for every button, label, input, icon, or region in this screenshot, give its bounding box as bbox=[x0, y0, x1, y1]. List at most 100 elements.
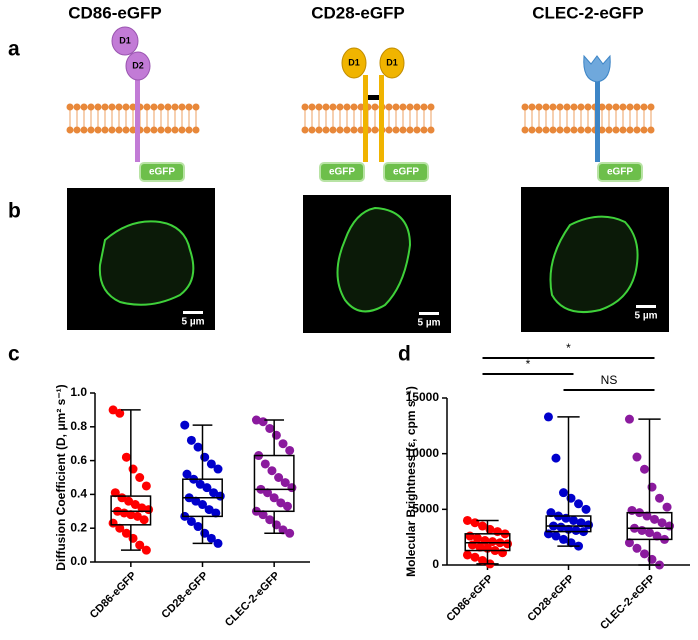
domain-label: D1 bbox=[348, 57, 360, 67]
lipid-head bbox=[357, 126, 365, 134]
lipid-head bbox=[108, 126, 116, 134]
data-point bbox=[135, 540, 145, 550]
lipid-head bbox=[308, 103, 316, 111]
lipid-head bbox=[115, 103, 123, 111]
lipid-head bbox=[612, 126, 620, 134]
lipid-head bbox=[322, 126, 330, 134]
lipid-head bbox=[315, 103, 323, 111]
lipid-head bbox=[150, 103, 158, 111]
lipid-head bbox=[549, 103, 557, 111]
data-point bbox=[265, 515, 275, 525]
lipid-head bbox=[171, 103, 179, 111]
lipid-head bbox=[185, 103, 193, 111]
y-axis-label: Diffusion Coefficient (D, μm² s⁻¹) bbox=[54, 384, 68, 570]
tag bbox=[139, 162, 185, 182]
lipid-head bbox=[528, 126, 536, 134]
lipid-head bbox=[542, 103, 550, 111]
membranes bbox=[66, 103, 655, 134]
data-point bbox=[551, 453, 561, 463]
data-point bbox=[632, 543, 642, 553]
tag-label: eGFP bbox=[329, 167, 355, 178]
lipid-head bbox=[647, 103, 655, 111]
data-point bbox=[556, 522, 566, 532]
data-point bbox=[645, 528, 654, 538]
construct-title: CD28-eGFP bbox=[311, 3, 405, 22]
data-point bbox=[110, 488, 120, 498]
lipid-head bbox=[329, 103, 337, 111]
lipid-head bbox=[528, 103, 536, 111]
lipid-head bbox=[549, 126, 557, 134]
data-point bbox=[193, 522, 203, 532]
x-tick-label: CD28-eGFP bbox=[525, 573, 576, 624]
lipid-head bbox=[185, 126, 193, 134]
tag-label: eGFP bbox=[393, 167, 419, 178]
significance-label: NS bbox=[601, 373, 618, 387]
lipid-head bbox=[521, 103, 529, 111]
data-point bbox=[211, 508, 221, 518]
lipid-head bbox=[563, 103, 571, 111]
data-point bbox=[200, 452, 210, 462]
lipid-head bbox=[647, 126, 655, 134]
lipid-head bbox=[385, 126, 393, 134]
data-point bbox=[263, 488, 273, 498]
lipid-head bbox=[420, 126, 428, 134]
lipid-head bbox=[371, 126, 379, 134]
lipid-head bbox=[556, 103, 564, 111]
data-point bbox=[121, 452, 131, 462]
tag bbox=[319, 162, 365, 182]
disulfide bbox=[368, 95, 379, 100]
data-point bbox=[213, 464, 223, 474]
data-point bbox=[624, 414, 634, 424]
data-point bbox=[135, 473, 145, 482]
data-point bbox=[462, 515, 472, 525]
tag-label: eGFP bbox=[149, 167, 175, 178]
data-point bbox=[108, 405, 118, 415]
lipid-head bbox=[80, 103, 88, 111]
data-point bbox=[206, 459, 216, 469]
data-point bbox=[280, 478, 290, 488]
stalk bbox=[363, 75, 368, 162]
y-tick-label: 0.6 bbox=[70, 453, 87, 467]
data-point bbox=[130, 500, 140, 510]
data-point bbox=[285, 528, 295, 538]
lipid-head bbox=[605, 126, 613, 134]
lipid-head bbox=[427, 103, 435, 111]
lipid-head bbox=[73, 126, 81, 134]
lipid-head bbox=[563, 126, 571, 134]
lipid-head bbox=[66, 103, 74, 111]
box bbox=[110, 495, 152, 526]
lipid-head bbox=[164, 103, 172, 111]
lipid-head bbox=[385, 103, 393, 111]
lipid-head bbox=[399, 103, 407, 111]
lipid-head bbox=[143, 103, 151, 111]
scale-bar bbox=[183, 311, 203, 314]
data-point bbox=[652, 531, 662, 541]
lipid-head bbox=[371, 103, 379, 111]
data-point bbox=[571, 525, 581, 535]
lipid-head bbox=[350, 103, 358, 111]
lipid-head bbox=[336, 103, 344, 111]
lipid-head bbox=[413, 126, 421, 134]
data-point bbox=[274, 473, 284, 482]
data-point bbox=[624, 538, 634, 548]
lipid-head bbox=[115, 126, 123, 134]
lipid-head bbox=[129, 126, 137, 134]
lipid-head bbox=[122, 126, 130, 134]
scale-label: 5 µm bbox=[418, 318, 441, 329]
cell-outline bbox=[98, 220, 195, 306]
box bbox=[545, 515, 592, 533]
data-point bbox=[182, 469, 192, 479]
data-point bbox=[470, 552, 480, 562]
data-point bbox=[276, 498, 286, 508]
lipid-head bbox=[329, 126, 337, 134]
data-point bbox=[639, 464, 649, 474]
data-point bbox=[278, 525, 288, 535]
lipid-head bbox=[301, 126, 309, 134]
lipid-head bbox=[157, 103, 165, 111]
lipid-head bbox=[521, 126, 529, 134]
lipid-head bbox=[535, 126, 543, 134]
data-point bbox=[642, 511, 652, 521]
data-point bbox=[191, 496, 201, 506]
cell-outline bbox=[549, 215, 639, 314]
data-point bbox=[265, 423, 275, 433]
